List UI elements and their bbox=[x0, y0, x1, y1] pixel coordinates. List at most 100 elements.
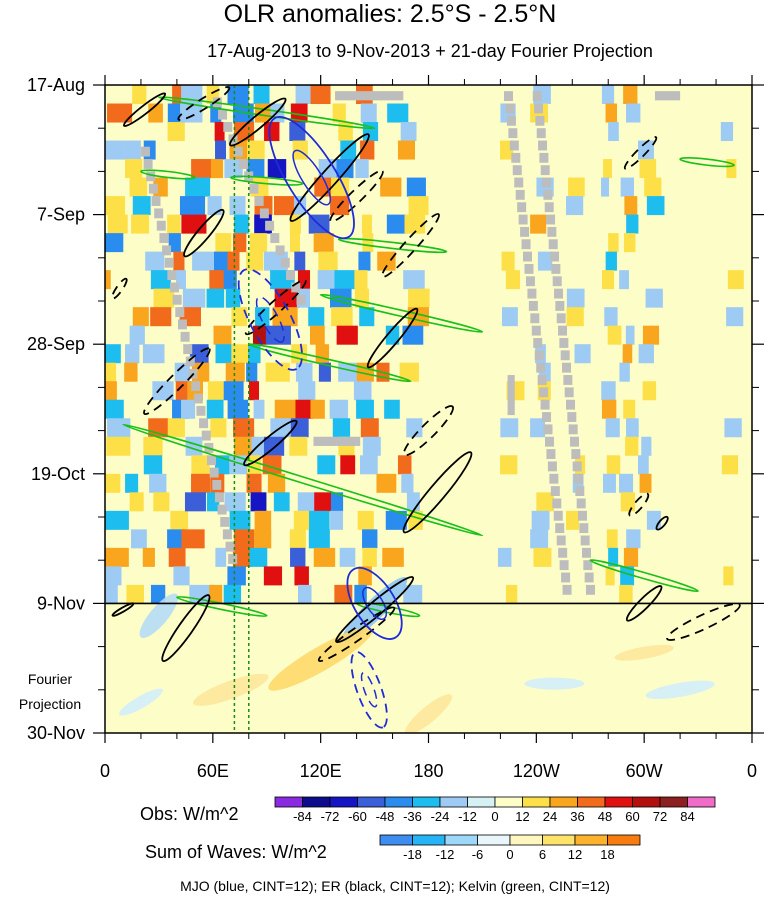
anomaly-cell bbox=[362, 436, 381, 456]
mjo-inner-contour bbox=[255, 296, 285, 343]
missing-data-cell bbox=[575, 486, 585, 497]
anomaly-cell bbox=[607, 325, 622, 345]
missing-data-cell bbox=[270, 233, 280, 243]
anomaly-cell bbox=[234, 529, 255, 549]
missing-data-cell bbox=[540, 165, 550, 176]
missing-data-cell bbox=[508, 128, 518, 139]
anomaly-cell bbox=[408, 196, 429, 216]
colorbar-tick-label: 60 bbox=[625, 809, 639, 824]
anomaly-cell bbox=[362, 122, 379, 142]
anomaly-cell bbox=[105, 270, 111, 290]
projection-blob bbox=[193, 673, 269, 706]
missing-data-cell bbox=[572, 461, 582, 472]
missing-data-cell bbox=[199, 418, 209, 429]
anomaly-cell bbox=[403, 584, 423, 604]
anomaly-cell bbox=[310, 85, 331, 105]
projection-blob bbox=[404, 694, 453, 733]
anomaly-cell bbox=[501, 307, 518, 327]
anomaly-cell bbox=[397, 140, 415, 160]
anomaly-cell bbox=[273, 196, 296, 216]
mjo-inner-contour bbox=[360, 672, 378, 708]
missing-data-cell bbox=[553, 510, 563, 521]
er-contour bbox=[625, 585, 663, 622]
colorbar-cell bbox=[632, 796, 661, 808]
anomaly-cell bbox=[254, 510, 272, 530]
missing-data-cell bbox=[249, 183, 259, 194]
anomaly-cell bbox=[215, 140, 227, 160]
missing-data-cell bbox=[220, 517, 230, 527]
missing-data-cell bbox=[151, 196, 161, 206]
anomaly-cell bbox=[263, 566, 283, 586]
missing-data-cell bbox=[543, 424, 553, 435]
missing-data-cell bbox=[570, 436, 580, 447]
anomaly-cell bbox=[227, 399, 249, 419]
mjo-inner-contour bbox=[362, 586, 388, 620]
anomaly-cell bbox=[181, 399, 196, 419]
anomaly-cell bbox=[227, 85, 249, 105]
anomaly-cell bbox=[295, 85, 313, 105]
anomaly-cell bbox=[362, 529, 378, 549]
missing-data-cell bbox=[558, 547, 568, 558]
er-contour bbox=[243, 419, 298, 467]
anomaly-cell bbox=[645, 288, 663, 308]
missing-data-cell bbox=[549, 473, 559, 484]
missing-data-cell bbox=[539, 152, 549, 163]
colorbar-cell bbox=[549, 796, 578, 808]
missing-data-cell bbox=[162, 245, 172, 256]
anomaly-cell bbox=[265, 325, 291, 345]
kelvin-contour bbox=[158, 96, 376, 130]
anomaly-cell bbox=[361, 214, 372, 234]
anomaly-cell bbox=[246, 473, 262, 493]
missing-data-cell bbox=[532, 91, 542, 102]
missing-data-cell bbox=[172, 294, 182, 305]
anomaly-cell bbox=[231, 307, 248, 327]
anomaly-cell bbox=[403, 270, 425, 290]
missing-data-cell bbox=[555, 301, 565, 311]
mjo-contour bbox=[350, 651, 388, 729]
mjo-contours bbox=[237, 115, 403, 729]
anomaly-cell bbox=[292, 140, 308, 160]
anomaly-cell bbox=[107, 103, 133, 123]
anomaly-cell bbox=[354, 288, 369, 308]
anomaly-cell bbox=[274, 288, 300, 308]
colorbar-cell bbox=[329, 796, 358, 808]
anomaly-cell bbox=[566, 196, 584, 216]
missing-data-cell bbox=[566, 399, 576, 410]
anomaly-cell bbox=[530, 418, 546, 438]
missing-data-cell bbox=[548, 239, 558, 250]
er-contour bbox=[177, 86, 231, 121]
colorbar-tick-label: -48 bbox=[376, 809, 395, 824]
anomaly-cell bbox=[620, 177, 635, 197]
anomaly-cell bbox=[314, 177, 336, 197]
anomaly-cell bbox=[298, 584, 312, 604]
missing-data-cell bbox=[536, 128, 546, 139]
kelvin-contour bbox=[230, 175, 304, 186]
anomaly-cell bbox=[105, 381, 117, 401]
missing-data-block bbox=[313, 436, 361, 446]
anomaly-cell bbox=[530, 529, 549, 549]
anomaly-cell bbox=[150, 307, 172, 327]
anomaly-cell bbox=[359, 307, 375, 327]
anomaly-cell bbox=[566, 510, 580, 530]
anomaly-cell bbox=[168, 547, 186, 567]
anomaly-cell bbox=[295, 399, 314, 419]
colorbar-tick-label: -12 bbox=[458, 809, 477, 824]
anomaly-cell bbox=[605, 566, 615, 586]
anomaly-cell bbox=[248, 381, 260, 401]
anomaly-cell bbox=[505, 584, 518, 604]
anomaly-cell bbox=[638, 344, 654, 364]
missing-data-cell bbox=[167, 270, 177, 281]
missing-data-cell bbox=[214, 492, 224, 503]
anomaly-cell bbox=[639, 473, 652, 493]
anomaly-cell bbox=[723, 566, 734, 586]
colorbar-cell bbox=[522, 796, 551, 808]
anomaly-cell bbox=[229, 510, 251, 530]
anomaly-cell bbox=[356, 399, 374, 419]
anomaly-cell bbox=[246, 362, 258, 382]
anomaly-cell bbox=[107, 214, 128, 234]
missing-data-cell bbox=[175, 307, 185, 318]
anomaly-cell bbox=[297, 492, 316, 512]
anomaly-cell bbox=[293, 510, 311, 530]
er-contour bbox=[317, 606, 396, 662]
anomaly-cell bbox=[232, 547, 253, 567]
